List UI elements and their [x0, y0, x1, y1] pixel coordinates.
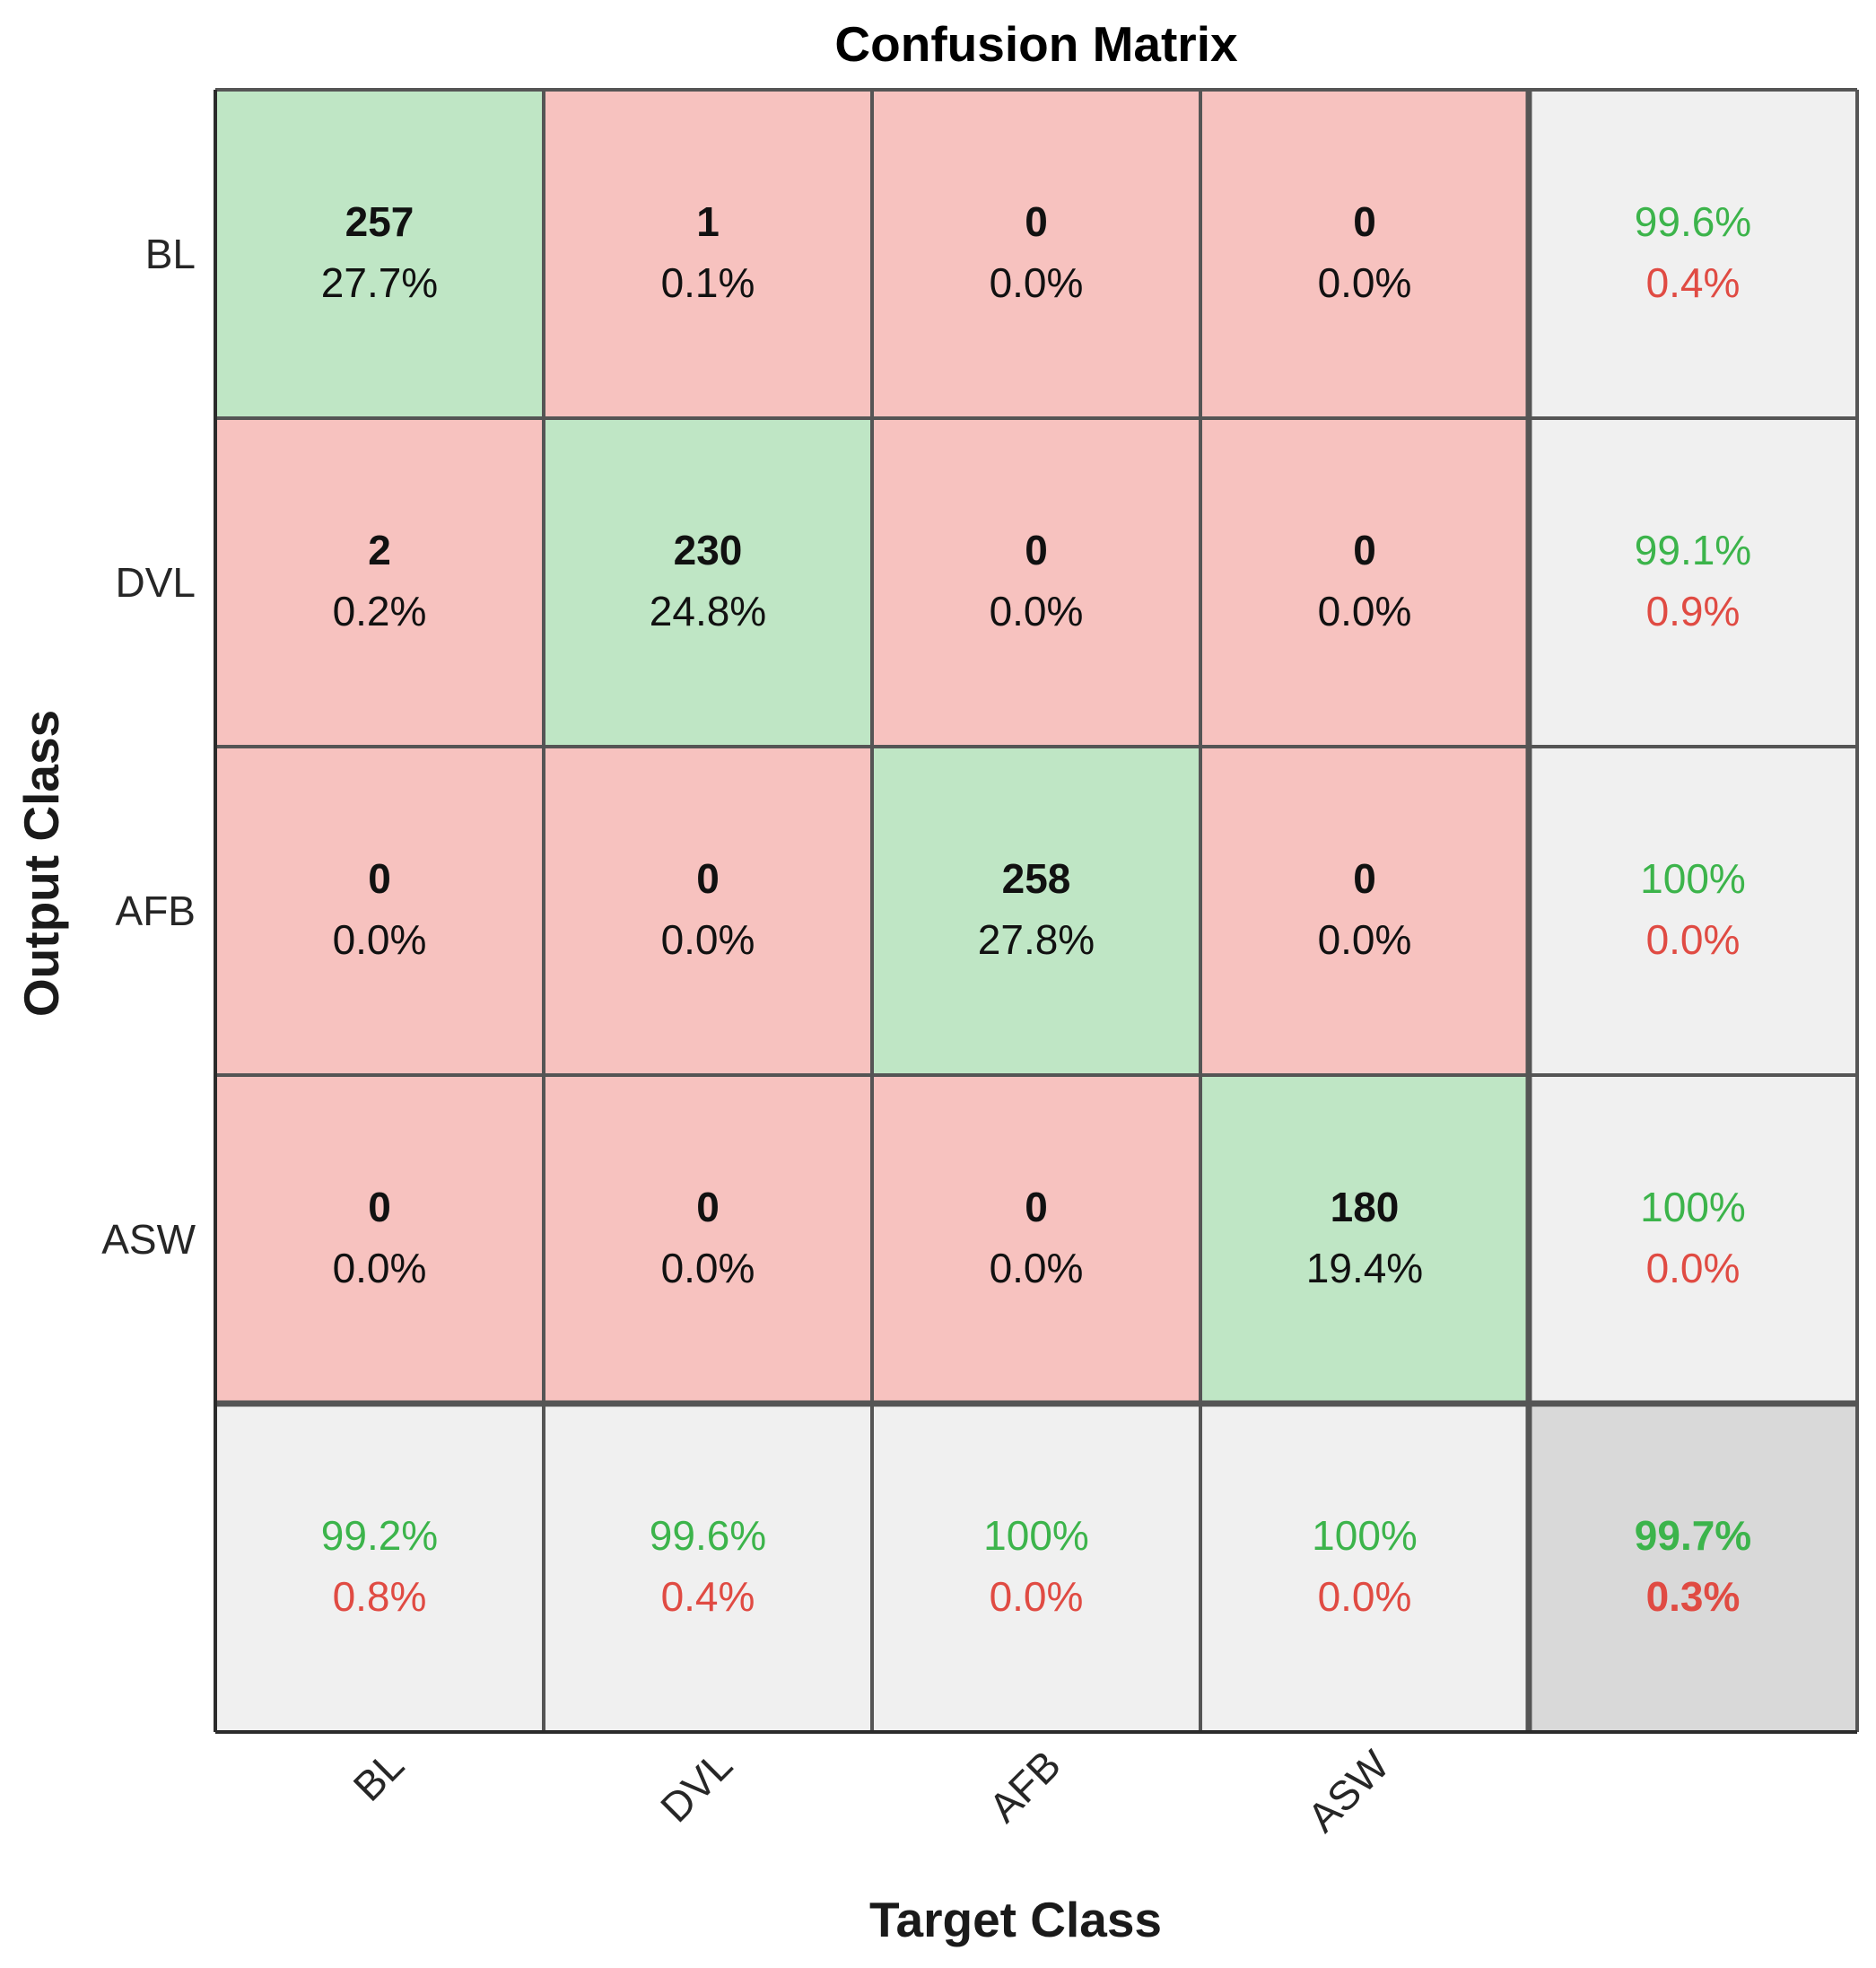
cell-count: 0 [1025, 198, 1048, 245]
cell-percent: 24.8% [650, 588, 766, 634]
cell-count: 2 [368, 527, 391, 573]
y-tick-label: AFB [116, 888, 196, 934]
cell-count: 257 [345, 198, 414, 245]
col-summary-wrong: 0.4% [661, 1573, 755, 1620]
cell-percent: 0.1% [661, 259, 755, 306]
col-summary-cell [1200, 1404, 1529, 1732]
row-summary-cell [1529, 747, 1857, 1075]
y-tick-label: BL [145, 231, 196, 277]
cell-count: 0 [1353, 855, 1376, 902]
cell-count: 0 [1353, 527, 1376, 573]
row-summary-cell [1529, 1075, 1857, 1404]
matrix-cell [215, 418, 544, 747]
cell-count: 0 [368, 855, 391, 902]
col-summary-correct: 99.6% [650, 1512, 766, 1559]
cell-percent: 0.0% [1318, 259, 1412, 306]
cell-percent: 0.0% [1318, 588, 1412, 634]
y-axis-title: Output Class [13, 710, 69, 1017]
overall-wrong: 0.3% [1646, 1573, 1741, 1620]
cell-count: 0 [696, 855, 720, 902]
x-tick-label: AFB [980, 1741, 1069, 1831]
matrix-cell [872, 418, 1200, 747]
matrix-cell [872, 90, 1200, 418]
matrix-cell [1200, 418, 1529, 747]
col-summary-correct: 100% [983, 1512, 1089, 1559]
cell-percent: 0.0% [333, 1245, 427, 1291]
col-summary-correct: 99.2% [321, 1512, 438, 1559]
overall-cell [1529, 1404, 1857, 1732]
y-tick-label: DVL [116, 559, 196, 606]
x-axis-title: Target Class [869, 1892, 1162, 1947]
row-summary-correct: 99.1% [1635, 527, 1751, 573]
matrix-cell [1200, 747, 1529, 1075]
col-summary-wrong: 0.0% [1318, 1573, 1412, 1620]
cell-count: 180 [1331, 1184, 1400, 1230]
chart-title: Confusion Matrix [834, 16, 1238, 72]
cell-percent: 0.0% [1318, 916, 1412, 963]
cell-count: 0 [368, 1184, 391, 1230]
row-summary-correct: 99.6% [1635, 198, 1751, 245]
x-tick-label: BL [345, 1741, 414, 1810]
col-summary-cell [872, 1404, 1200, 1732]
cell-percent: 27.8% [978, 916, 1095, 963]
cell-count: 0 [1025, 527, 1048, 573]
cell-count: 0 [1353, 198, 1376, 245]
matrix-cell [872, 747, 1200, 1075]
col-summary-correct: 100% [1312, 1512, 1418, 1559]
cell-percent: 0.0% [661, 1245, 755, 1291]
row-summary-cell [1529, 90, 1857, 418]
x-tick-label: ASW [1298, 1741, 1398, 1841]
cell-percent: 19.4% [1306, 1245, 1423, 1291]
cell-count: 0 [1025, 1184, 1048, 1230]
row-summary-cell [1529, 418, 1857, 747]
matrix-cell [544, 418, 872, 747]
matrix-cell [1200, 90, 1529, 418]
row-summary-wrong: 0.4% [1646, 259, 1741, 306]
row-summary-wrong: 0.0% [1646, 1245, 1741, 1291]
col-summary-cell [544, 1404, 872, 1732]
y-tick-label: ASW [101, 1216, 196, 1263]
matrix-cell [544, 747, 872, 1075]
cell-percent: 0.2% [333, 588, 427, 634]
col-summary-cell [215, 1404, 544, 1732]
matrix-cell [215, 90, 544, 418]
matrix-cell [544, 90, 872, 418]
cell-count: 0 [696, 1184, 720, 1230]
cell-percent: 0.0% [661, 916, 755, 963]
col-summary-wrong: 0.8% [333, 1573, 427, 1620]
overall-correct: 99.7% [1635, 1512, 1751, 1559]
matrix-cell [215, 747, 544, 1075]
matrix-cell [872, 1075, 1200, 1404]
row-summary-correct: 100% [1640, 855, 1746, 902]
cell-percent: 0.0% [990, 588, 1084, 634]
col-summary-wrong: 0.0% [990, 1573, 1084, 1620]
cell-count: 1 [696, 198, 720, 245]
cell-percent: 0.0% [990, 259, 1084, 306]
matrix-cell [544, 1075, 872, 1404]
cell-count: 230 [674, 527, 743, 573]
matrix-cell [1200, 1075, 1529, 1404]
matrix-cell [215, 1075, 544, 1404]
row-summary-wrong: 0.0% [1646, 916, 1741, 963]
x-tick-label: DVL [651, 1741, 741, 1831]
cell-percent: 27.7% [321, 259, 438, 306]
cell-percent: 0.0% [333, 916, 427, 963]
cell-percent: 0.0% [990, 1245, 1084, 1291]
row-summary-wrong: 0.9% [1646, 588, 1741, 634]
cell-count: 258 [1002, 855, 1071, 902]
row-summary-correct: 100% [1640, 1184, 1746, 1230]
